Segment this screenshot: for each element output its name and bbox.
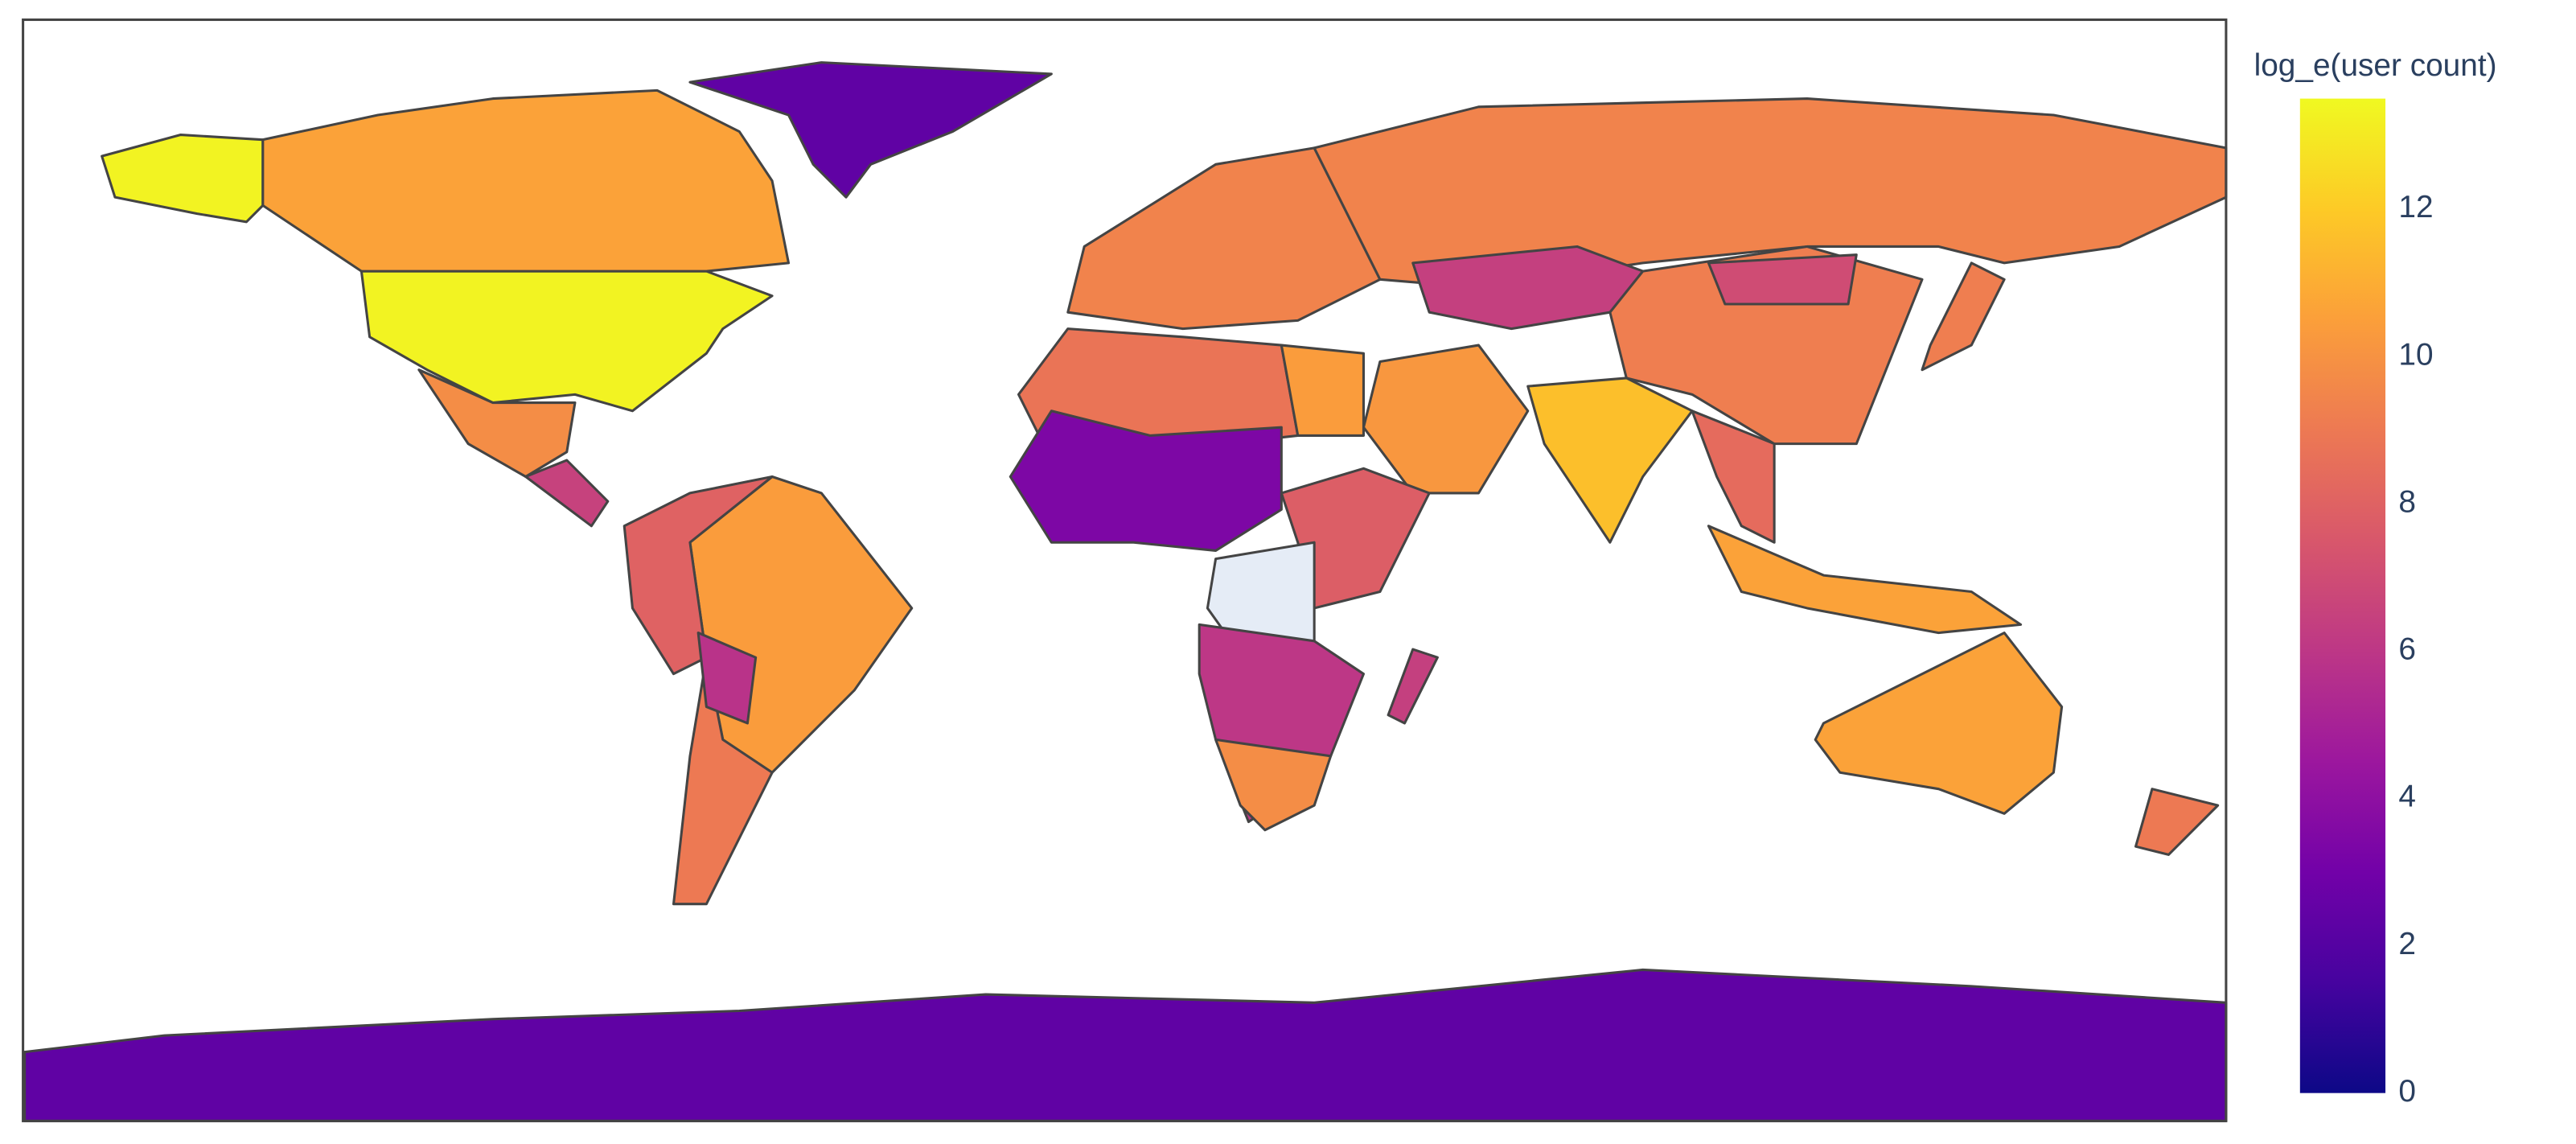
- colorbar-title: log_e(user count): [2254, 48, 2497, 83]
- country-region: [2134, 788, 2220, 856]
- country-region: [1313, 97, 2228, 290]
- country-region: [1526, 377, 1694, 544]
- country-region: [261, 88, 791, 273]
- country-region: [1280, 344, 1365, 437]
- country-region: [672, 656, 774, 906]
- country-region: [1707, 525, 2023, 635]
- country-region: [1280, 467, 1431, 610]
- colorbar-tick-label: 8: [2398, 484, 2416, 519]
- colorbar-tick-label: 2: [2398, 927, 2416, 961]
- colorbar-tick-label: 12: [2398, 190, 2433, 224]
- country-region: [1707, 253, 1858, 306]
- country-region: [1387, 648, 1439, 725]
- country-region: [1921, 261, 2006, 372]
- country-region: [417, 368, 577, 479]
- colorbar-tick-label: 6: [2398, 632, 2416, 667]
- colorbar-tick-label: 4: [2398, 780, 2416, 814]
- country-region: [1814, 632, 2064, 815]
- country-region: [1009, 409, 1283, 552]
- colorbar: 0 2 4 6 8 10 12: [2299, 98, 2434, 1109]
- colorbar-tick-label: 10: [2398, 337, 2433, 372]
- country-region: [359, 270, 774, 413]
- country-region: [524, 459, 610, 528]
- country-region: [696, 632, 758, 725]
- country-region: [1691, 409, 1776, 544]
- map-frame: [22, 18, 2228, 1122]
- geo-layer: [23, 61, 2228, 1122]
- country-region: [101, 134, 265, 224]
- country-region: [622, 475, 774, 676]
- colorbar-gradient: [2299, 98, 2386, 1093]
- country-region: [688, 61, 1053, 199]
- colorbar-tick-label: 0: [2398, 1074, 2416, 1109]
- country-region: [1214, 738, 1333, 832]
